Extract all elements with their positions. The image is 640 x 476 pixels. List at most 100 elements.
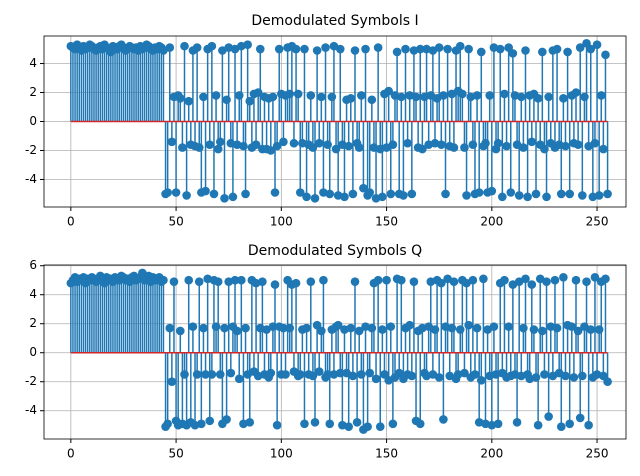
marker [508, 49, 518, 58]
marker [306, 91, 316, 100]
marker [594, 191, 604, 200]
marker [312, 46, 322, 55]
marker [392, 47, 402, 57]
marker [531, 373, 541, 382]
marker [586, 44, 596, 54]
marker [207, 41, 217, 51]
marker [415, 44, 425, 54]
marker [481, 138, 490, 148]
marker [578, 191, 587, 200]
marker [361, 44, 370, 54]
marker [192, 370, 202, 379]
marker [474, 188, 484, 197]
marker [542, 192, 551, 202]
marker [430, 325, 440, 334]
marker [222, 415, 231, 424]
x-tick-label: 50 [168, 447, 183, 461]
marker [359, 183, 368, 193]
marker [213, 277, 223, 286]
marker [335, 44, 345, 54]
marker [215, 370, 225, 379]
marker [373, 43, 383, 52]
marker [268, 322, 278, 331]
marker [476, 47, 486, 57]
marker [386, 189, 396, 199]
marker [378, 192, 387, 202]
marker [544, 412, 553, 421]
marker [519, 323, 528, 333]
marker [449, 143, 459, 152]
marker [319, 275, 328, 285]
marker [211, 322, 221, 331]
marker [308, 371, 318, 381]
marker [523, 192, 532, 202]
marker [529, 325, 539, 334]
marker [407, 189, 417, 199]
marker [169, 277, 179, 286]
marker [470, 370, 480, 379]
marker [540, 144, 549, 154]
marker [310, 418, 320, 427]
marker [171, 188, 181, 197]
marker [460, 143, 469, 152]
marker [234, 91, 244, 100]
marker [352, 418, 362, 427]
marker [455, 325, 465, 334]
marker [205, 140, 215, 149]
marker [504, 322, 513, 331]
marker [340, 192, 349, 202]
x-tick-label: 0 [67, 447, 75, 461]
marker [594, 325, 604, 334]
marker [516, 92, 526, 102]
marker [382, 275, 391, 285]
marker [485, 91, 495, 100]
marker [575, 43, 585, 52]
marker [601, 50, 610, 60]
marker [213, 144, 223, 154]
marker [371, 374, 381, 384]
marker [295, 188, 305, 197]
marker [434, 373, 444, 382]
marker [325, 189, 335, 199]
marker [397, 275, 406, 285]
marker [365, 188, 375, 197]
marker [272, 420, 282, 430]
marker [325, 419, 335, 429]
marker [178, 143, 187, 152]
marker [266, 368, 276, 378]
marker [559, 94, 568, 103]
marker [565, 189, 574, 199]
y-tick-label: 4 [29, 56, 37, 70]
marker [436, 140, 446, 149]
marker [603, 377, 612, 387]
marker [601, 274, 610, 284]
marker [514, 191, 524, 200]
marker [291, 278, 301, 288]
marker [321, 43, 330, 52]
marker [228, 192, 238, 202]
marker [434, 43, 444, 52]
marker [561, 371, 570, 381]
marker [226, 368, 236, 378]
marker [302, 192, 311, 202]
marker [317, 92, 326, 102]
marker [447, 323, 457, 333]
marker [230, 275, 240, 285]
marker [586, 325, 596, 334]
marker [285, 89, 295, 99]
subplot: Demodulated Symbols Q -4 -2 0 2 4 6 0 50 100 150 20… [25, 243, 627, 461]
marker [232, 326, 242, 336]
marker [567, 322, 577, 331]
subplot-title: Demodulated Symbols I [251, 13, 418, 29]
marker [556, 422, 566, 431]
axes-frame [43, 35, 627, 208]
marker [378, 325, 387, 334]
marker [163, 419, 172, 429]
marker [521, 46, 530, 55]
y-tick-label: -2 [25, 374, 37, 388]
subplot: Demodulated Symbols I -4 -2 0 2 4 0 50 100 150 200… [25, 13, 627, 229]
marker [493, 419, 503, 429]
marker [270, 280, 280, 289]
marker [399, 191, 408, 200]
marker [350, 46, 360, 55]
